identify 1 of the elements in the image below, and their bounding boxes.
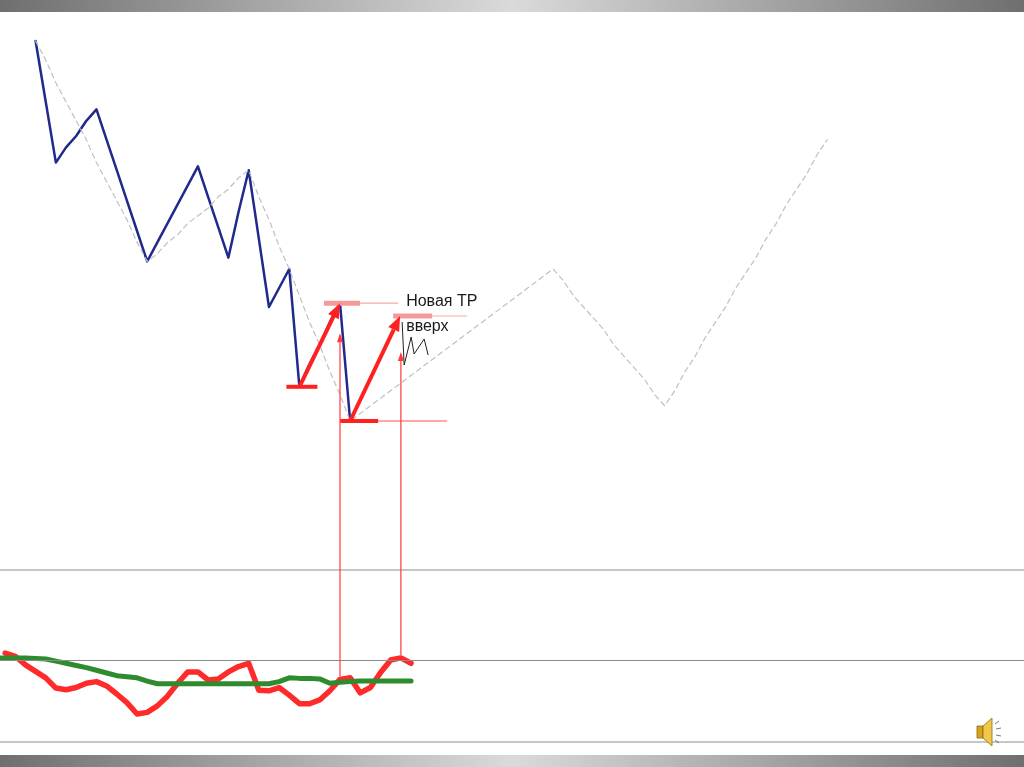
annotation: Новая ТР вверх (406, 291, 479, 336)
